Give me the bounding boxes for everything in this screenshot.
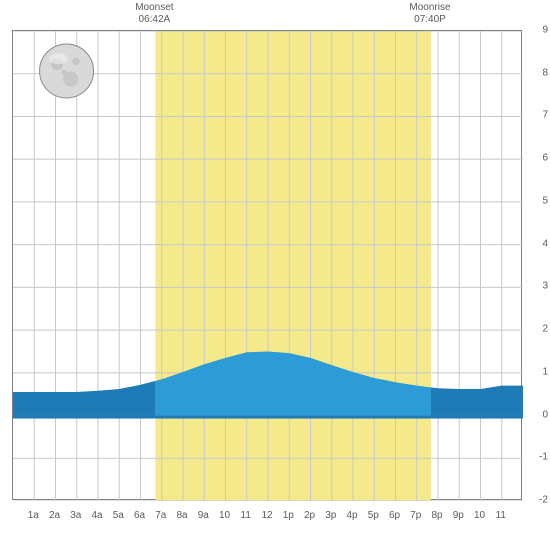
moonrise-caption: Moonrise xyxy=(409,2,450,13)
tide-chart xyxy=(12,30,522,500)
x-tick-label: 3p xyxy=(325,510,336,521)
moonrise-label: Moonrise 07:40P xyxy=(409,2,450,26)
y-tick-label: -2 xyxy=(539,495,548,506)
x-tick-label: 7a xyxy=(155,510,166,521)
x-axis-labels: 1a 2a 3a 4a 5a 6a 7a 8a 9a 10 11 12 1p 2p 3p 4p 5p 6p 7p 8p… xyxy=(12,504,522,524)
x-tick-label: 10 xyxy=(219,510,230,521)
x-tick-label: 8p xyxy=(431,510,442,521)
x-tick-label: 3a xyxy=(70,510,81,521)
x-tick-label: 12 xyxy=(261,510,272,521)
y-axis-labels: -2-10123456789 xyxy=(534,30,548,500)
moonset-caption: Moonset xyxy=(135,2,173,13)
x-tick-label: 2p xyxy=(304,510,315,521)
x-tick-label: 5a xyxy=(113,510,124,521)
y-tick-label: 5 xyxy=(542,195,548,206)
y-tick-label: 8 xyxy=(542,67,548,78)
x-tick-label: 9p xyxy=(453,510,464,521)
x-tick-label: 11 xyxy=(496,510,506,521)
x-tick-label: 6a xyxy=(134,510,145,521)
moonset-time: 06:42A xyxy=(139,14,171,25)
x-tick-label: 1a xyxy=(28,510,39,521)
y-tick-label: 2 xyxy=(542,324,548,335)
x-tick-label: 7p xyxy=(410,510,421,521)
x-tick-label: 10 xyxy=(474,510,485,521)
y-tick-label: 9 xyxy=(542,25,548,36)
moonrise-time: 07:40P xyxy=(414,14,446,25)
x-tick-label: 5p xyxy=(368,510,379,521)
y-tick-label: 4 xyxy=(542,238,548,249)
top-event-labels: Moonset 06:42A Moonrise 07:40P xyxy=(12,2,522,30)
x-tick-label: 2a xyxy=(49,510,60,521)
moonset-label: Moonset 06:42A xyxy=(135,2,173,26)
chart-canvas xyxy=(13,31,523,501)
x-tick-label: 4p xyxy=(346,510,357,521)
x-tick-label: 11 xyxy=(241,510,251,521)
y-tick-label: 0 xyxy=(542,409,548,420)
y-tick-label: 6 xyxy=(542,153,548,164)
y-tick-label: 1 xyxy=(542,366,548,377)
y-tick-label: -1 xyxy=(539,452,548,463)
x-tick-label: 9a xyxy=(198,510,209,521)
moon-icon xyxy=(40,44,94,98)
x-tick-label: 6p xyxy=(389,510,400,521)
x-tick-label: 1p xyxy=(283,510,294,521)
x-tick-label: 8a xyxy=(176,510,187,521)
zero-band xyxy=(13,416,523,419)
day-band xyxy=(155,31,431,501)
x-tick-label: 4a xyxy=(91,510,102,521)
y-tick-label: 7 xyxy=(542,110,548,121)
y-tick-label: 3 xyxy=(542,281,548,292)
